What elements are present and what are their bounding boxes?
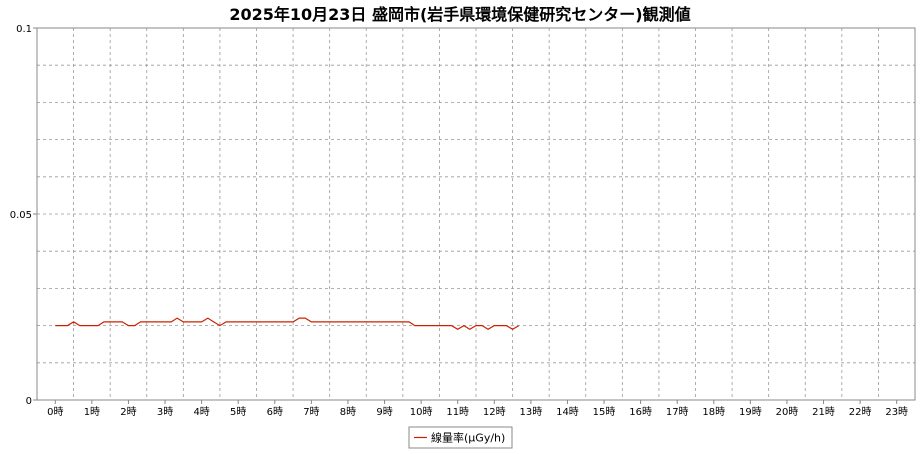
x-tick-label: 11時 <box>446 406 469 418</box>
x-tick-label: 21時 <box>812 406 835 418</box>
x-tick-label: 19時 <box>739 406 762 418</box>
x-tick-label: 22時 <box>849 406 872 418</box>
x-tick-label: 8時 <box>340 406 356 418</box>
x-tick-label: 17時 <box>666 406 689 418</box>
x-tick-label: 3時 <box>157 406 173 418</box>
x-tick-label: 13時 <box>520 406 543 418</box>
x-tick-label: 16時 <box>629 406 652 418</box>
x-tick-label: 9時 <box>376 406 392 418</box>
y-tick-label: 0 <box>26 396 32 407</box>
x-tick-label: 2時 <box>120 406 136 418</box>
series-line <box>55 317 520 331</box>
x-tick-label: 15時 <box>593 406 616 418</box>
legend-box <box>408 426 513 449</box>
x-tick-label: 5時 <box>230 406 246 418</box>
chart-title: 2025年10月23日 盛岡市(岩手県環境保健研究センター)観測値 <box>229 5 690 24</box>
x-tick-label: 10時 <box>410 406 433 418</box>
x-tick-label: 20時 <box>776 406 799 418</box>
x-tick-label: 18時 <box>702 406 725 418</box>
x-tick-label: 4時 <box>193 406 209 418</box>
x-tick-label: 1時 <box>84 406 100 418</box>
x-tick-label: 14時 <box>556 406 579 418</box>
x-tick-label: 7時 <box>303 406 319 418</box>
legend-label: 線量率(μGy/h) <box>431 431 505 445</box>
x-tick-label: 0時 <box>47 406 63 418</box>
y-tick-label: 0.1 <box>16 24 32 35</box>
x-tick-label: 23時 <box>885 406 908 418</box>
y-tick-label: 0.05 <box>10 210 32 221</box>
x-tick-label: 6時 <box>267 406 283 418</box>
x-tick-label: 12時 <box>483 406 506 418</box>
